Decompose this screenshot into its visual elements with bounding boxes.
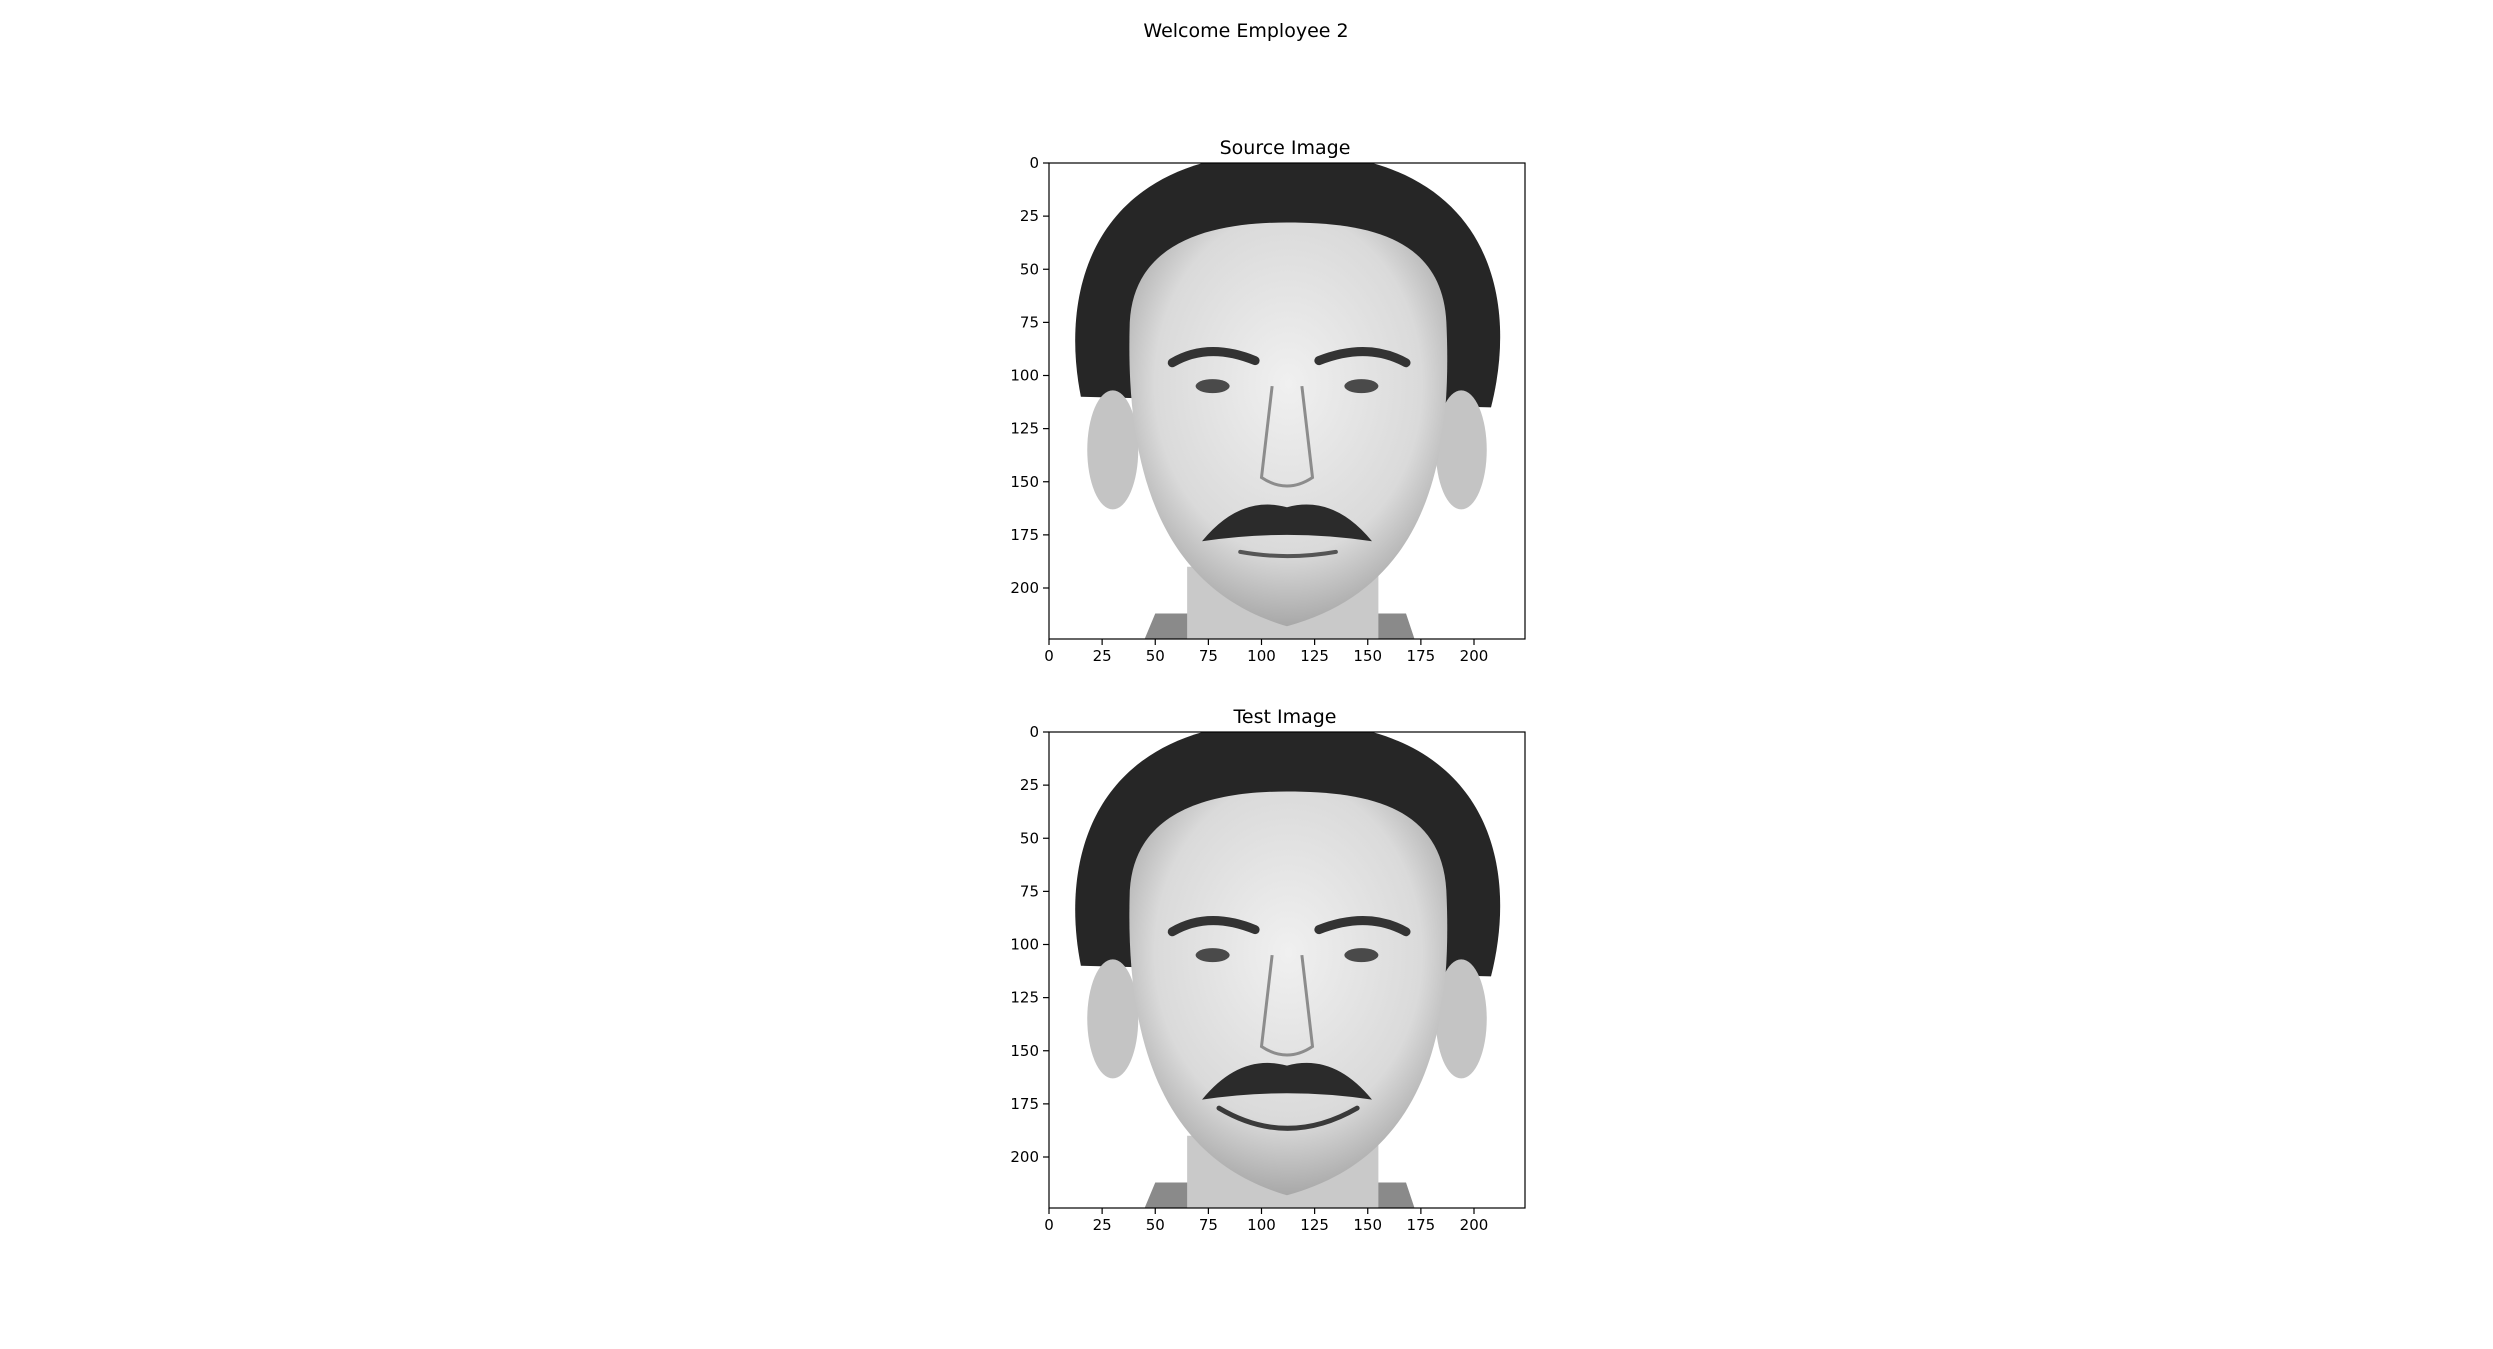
left-ear — [1087, 390, 1139, 510]
x-tick-label: 50 — [1146, 647, 1165, 665]
y-tick-label: 25 — [1020, 207, 1039, 225]
x-tick-label: 200 — [1460, 1216, 1489, 1234]
x-tick-label: 0 — [1044, 1216, 1054, 1234]
x-tick-label: 25 — [1093, 1216, 1112, 1234]
x-tick-label: 100 — [1247, 1216, 1276, 1234]
y-tick-label: 175 — [1010, 526, 1039, 544]
y-tick-label: 200 — [1010, 579, 1039, 597]
y-tick-label: 150 — [1010, 1042, 1039, 1060]
face-image — [1075, 732, 1501, 1208]
right-eye — [1344, 948, 1379, 963]
x-tick-label: 50 — [1146, 1216, 1165, 1234]
source-image-title: Source Image — [1219, 137, 1351, 159]
right-ear — [1435, 390, 1487, 510]
right-eyebrow — [1314, 347, 1411, 368]
right-ear — [1435, 959, 1487, 1079]
x-tick-label: 75 — [1199, 647, 1218, 665]
mouth-shape — [1216, 1105, 1360, 1131]
y-tick-label: 75 — [1020, 313, 1039, 331]
y-tick-label: 175 — [1010, 1095, 1039, 1113]
y-tick-label: 50 — [1020, 829, 1039, 847]
right-eye — [1344, 379, 1379, 394]
x-tick-label: 125 — [1300, 1216, 1329, 1234]
nose-shape — [1259, 385, 1315, 488]
x-tick-label: 150 — [1353, 647, 1382, 665]
y-tick-label: 200 — [1010, 1148, 1039, 1166]
right-eyebrow — [1314, 916, 1411, 937]
y-tick-label: 125 — [1010, 989, 1039, 1007]
y-tick-label: 150 — [1010, 473, 1039, 491]
y-tick-label: 0 — [1029, 723, 1039, 741]
axes-frame — [1048, 162, 1526, 640]
face-shape — [1129, 222, 1448, 627]
face-image — [1075, 163, 1501, 639]
y-tick-label: 100 — [1010, 367, 1039, 385]
test-image-axes: 0 25 50 75 100 125 150 175 200 0 25 50 75 100 125 150 17… — [1010, 723, 1526, 1234]
x-tick-label: 125 — [1300, 647, 1329, 665]
figure-title: Welcome Employee 2 — [1143, 20, 1349, 42]
test-image-title: Test Image — [1233, 706, 1337, 728]
x-tick-label: 200 — [1460, 647, 1489, 665]
left-eyebrow — [1167, 347, 1260, 368]
y-tick-label: 100 — [1010, 936, 1039, 954]
mustache-shape — [1202, 504, 1372, 542]
x-tick-label: 175 — [1407, 1216, 1436, 1234]
axes-frame — [1048, 731, 1526, 1209]
x-tick-label: 175 — [1407, 647, 1436, 665]
y-tick-label: 75 — [1020, 882, 1039, 900]
x-tick-label: 0 — [1044, 647, 1054, 665]
left-eye — [1195, 948, 1230, 963]
x-tick-label: 100 — [1247, 647, 1276, 665]
mustache-shape — [1202, 1062, 1372, 1100]
x-tick-label: 150 — [1353, 1216, 1382, 1234]
y-tick-label: 50 — [1020, 260, 1039, 278]
source-image-axes: 0 25 50 75 100 125 150 175 200 0 25 50 75 100 125 150 17… — [1010, 154, 1526, 665]
left-eyebrow — [1167, 916, 1260, 937]
y-tick-label: 125 — [1010, 420, 1039, 438]
nose-shape — [1259, 954, 1315, 1057]
x-tick-label: 25 — [1093, 647, 1112, 665]
y-tick-label: 0 — [1029, 154, 1039, 172]
left-eye — [1195, 379, 1230, 394]
x-tick-label: 75 — [1199, 1216, 1218, 1234]
mouth-shape — [1238, 549, 1338, 559]
left-ear — [1087, 959, 1139, 1079]
y-tick-label: 25 — [1020, 776, 1039, 794]
